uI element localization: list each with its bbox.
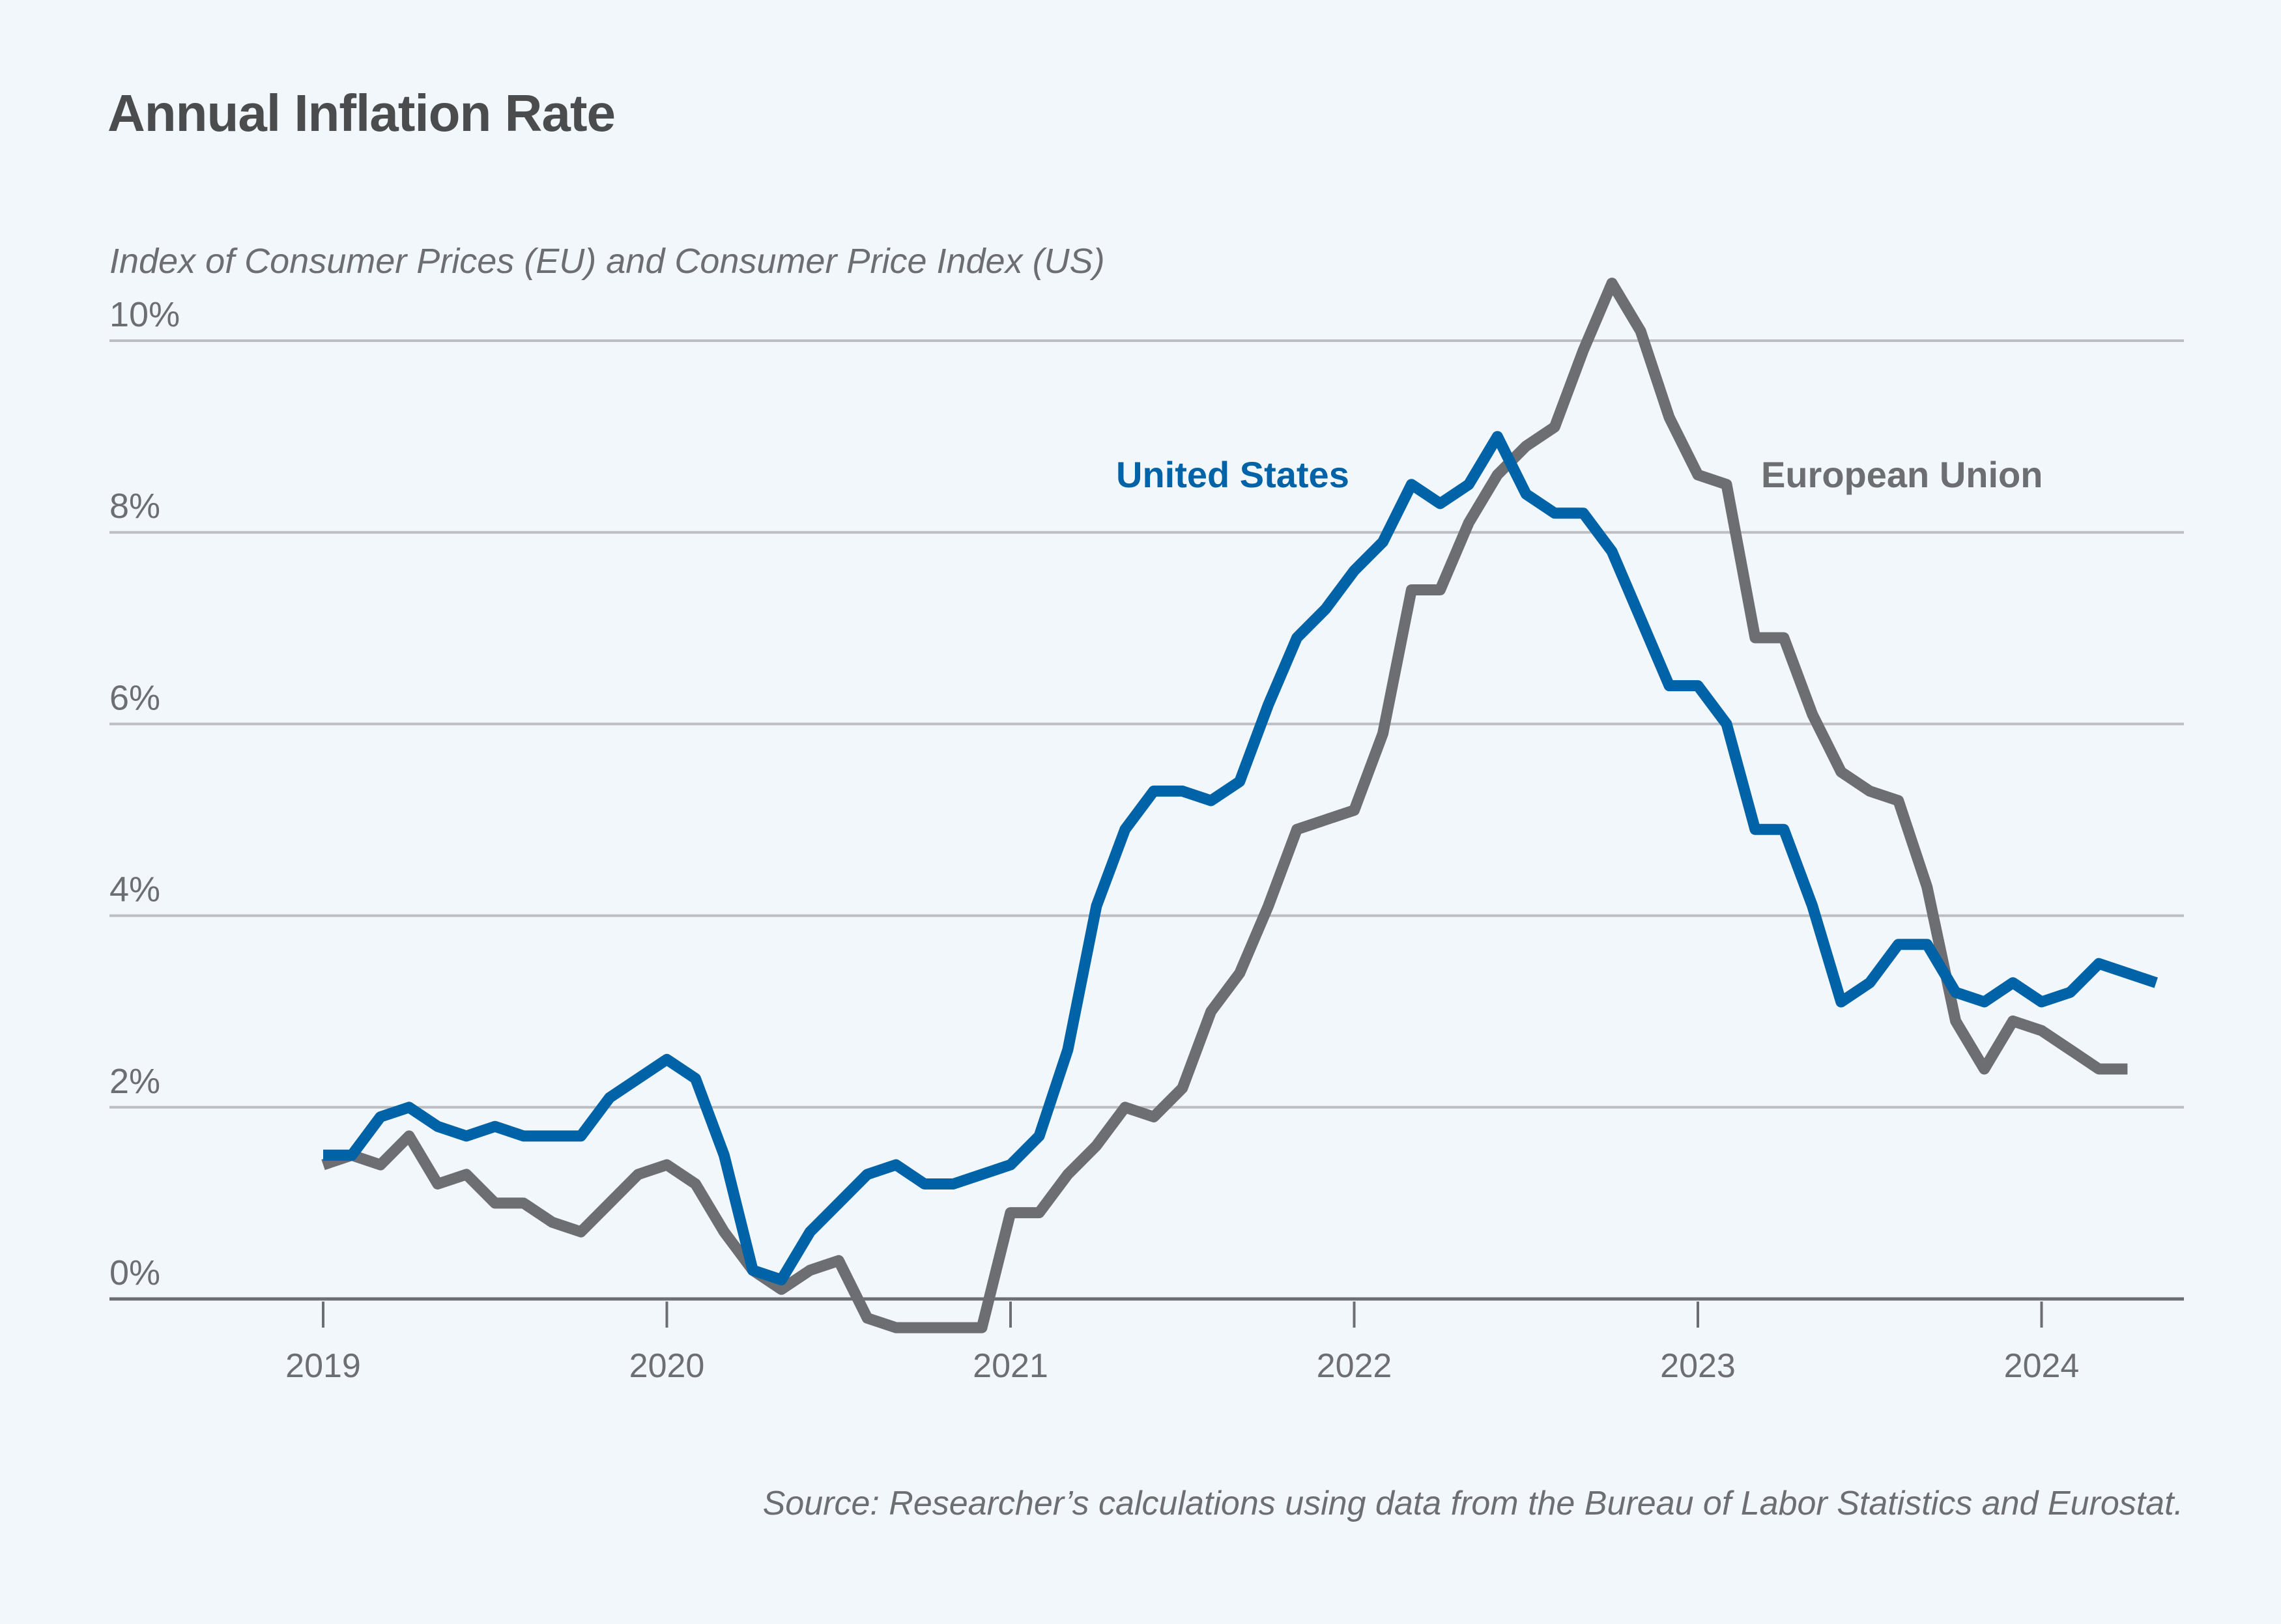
x-tick-label: 2023 [1660,1347,1736,1385]
x-tick-label: 2019 [285,1347,361,1385]
series-label-united-states: United States [1116,454,1349,495]
series-labels: United States European Union [1116,454,2043,495]
series-line-united-states [323,431,2158,1286]
y-axis-title: Index of Consumer Prices (EU) and Consum… [109,242,1105,281]
x-tick-label: 2021 [973,1347,1048,1385]
y-tick-label: 0% [109,1253,160,1292]
y-tick-label: 2% [109,1062,160,1101]
series-label-european-union: European Union [1761,454,2043,495]
y-tick-label: 4% [109,870,160,909]
y-tick-label: 8% [109,487,160,526]
y-axis-ticks: 0% 2% 4% 6% 8% 10% [109,295,180,1292]
source-note: Source: Researcher’s calculations using … [762,1485,2183,1522]
x-tick-label: 2022 [1317,1347,1392,1385]
chart-title: Annual Inflation Rate [108,84,616,142]
x-tick-label: 2020 [629,1347,705,1385]
y-tick-label: 6% [109,678,160,717]
series-lines [321,278,2158,1333]
gridlines [109,339,2184,1301]
series-line-european-union [321,278,2128,1333]
x-axis: 2019 2020 2021 2022 2023 2024 [285,1302,2079,1385]
x-tick-label: 2024 [2004,1347,2080,1385]
y-tick-label: 10% [109,295,180,334]
